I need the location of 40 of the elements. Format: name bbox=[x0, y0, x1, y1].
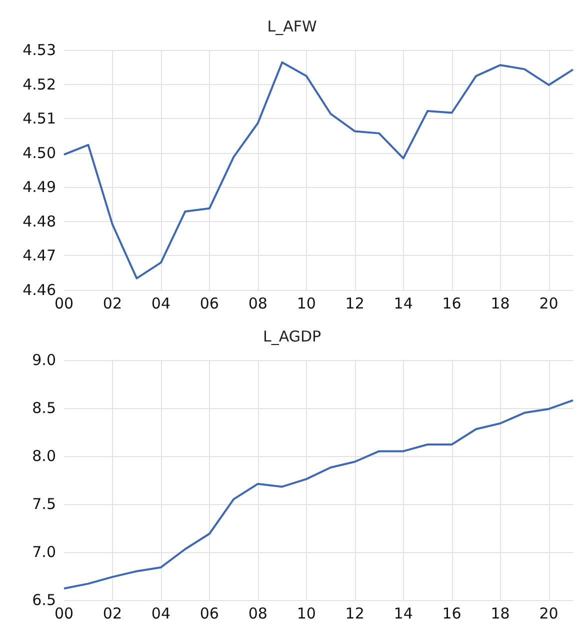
y-tick-label: 8.5 bbox=[32, 399, 56, 417]
x-tick-label: 18 bbox=[490, 604, 510, 622]
x-tick-label: 00 bbox=[54, 294, 74, 312]
y-tick-label: 7.5 bbox=[32, 495, 56, 513]
x-tick-label: 08 bbox=[248, 604, 268, 622]
chart-title: L_AFW bbox=[267, 18, 317, 36]
x-tick-label: 16 bbox=[442, 294, 462, 312]
x-tick-label: 10 bbox=[296, 604, 316, 622]
y-tick-label: 4.52 bbox=[22, 75, 56, 94]
x-tick-label: 10 bbox=[296, 294, 316, 312]
y-tick-label: 4.51 bbox=[22, 110, 56, 128]
x-tick-label: 06 bbox=[200, 604, 219, 622]
y-tick-label: 8.0 bbox=[32, 447, 56, 465]
line-series bbox=[63, 61, 574, 280]
x-tick-label: 14 bbox=[394, 604, 413, 622]
y-tick-label: 4.49 bbox=[22, 178, 56, 196]
x-tick-label: 08 bbox=[248, 294, 268, 312]
y-tick-label: 4.46 bbox=[22, 281, 56, 299]
x-tick-label: 06 bbox=[200, 294, 219, 312]
x-tick-label: 02 bbox=[102, 294, 122, 312]
y-tick-label: 6.5 bbox=[32, 591, 56, 609]
x-tick-label: 14 bbox=[394, 294, 413, 312]
x-tick-label: 18 bbox=[490, 294, 510, 312]
y-tick-label: 4.53 bbox=[22, 41, 56, 59]
x-tick-label: 02 bbox=[102, 604, 122, 622]
y-tick-label: 4.50 bbox=[22, 144, 56, 162]
x-tick-label: 12 bbox=[345, 294, 364, 312]
y-tick-label: 9.0 bbox=[32, 351, 56, 369]
y-tick-label: 4.47 bbox=[22, 246, 56, 265]
x-tick-label: 16 bbox=[442, 604, 462, 622]
chart-title: L_AGDP bbox=[262, 328, 322, 346]
x-tick-label: 12 bbox=[345, 604, 364, 622]
x-tick-label: 20 bbox=[539, 294, 558, 312]
x-tick-label: 00 bbox=[54, 604, 74, 622]
y-tick-label: 7.0 bbox=[32, 543, 56, 561]
x-tick-label: 04 bbox=[151, 604, 170, 622]
x-tick-label: 20 bbox=[539, 604, 558, 622]
line-series bbox=[63, 399, 574, 590]
x-tick-label: 04 bbox=[151, 294, 170, 312]
y-tick-label: 4.48 bbox=[22, 212, 56, 230]
